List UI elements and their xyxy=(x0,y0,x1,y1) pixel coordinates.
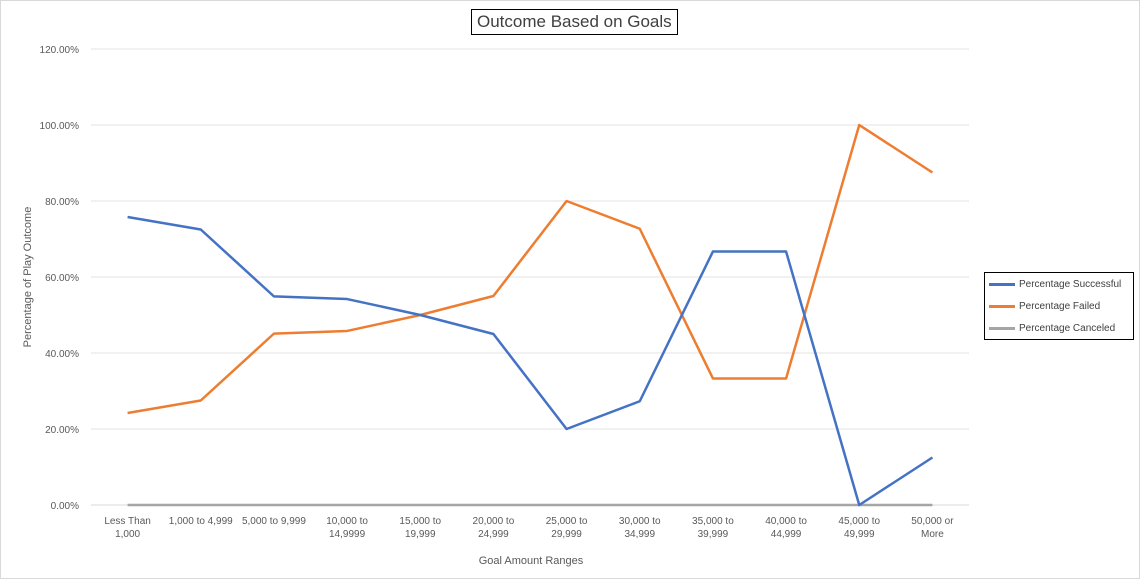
legend-item: Percentage Successful xyxy=(989,277,1121,291)
y-tick-label: 0.00% xyxy=(51,501,79,512)
legend-label: Percentage Failed xyxy=(1019,300,1101,312)
y-tick-label: 100.00% xyxy=(40,121,80,132)
y-tick-label: 20.00% xyxy=(45,425,79,436)
x-tick-label: 40,000 to 44,999 xyxy=(765,516,807,540)
x-tick-label: 15,000 to 19,999 xyxy=(399,516,441,540)
y-tick-label: 80.00% xyxy=(45,197,79,208)
x-tick-label: 30,000 to 34,999 xyxy=(619,516,661,540)
legend: Percentage Successful Percentage Failed Pe… xyxy=(984,272,1134,340)
x-tick-label: Less Than 1,000 xyxy=(104,516,151,540)
legend-item: Percentage Canceled xyxy=(989,321,1115,335)
y-tick-label: 60.00% xyxy=(45,273,79,284)
x-tick-label: 25,000 to 29,999 xyxy=(546,516,588,540)
series-line-percentage-successful xyxy=(127,215,934,507)
chart-title: Outcome Based on Goals xyxy=(471,9,678,35)
y-tick-label: 120.00% xyxy=(40,45,80,56)
y-tick-label: 40.00% xyxy=(45,349,79,360)
x-axis-title: Goal Amount Ranges xyxy=(478,555,584,567)
legend-label: Percentage Successful xyxy=(1019,278,1122,290)
legend-swatch xyxy=(989,304,1015,308)
x-tick-label: 10,000 to 14,9999 xyxy=(326,516,368,540)
legend-swatch xyxy=(989,326,1015,330)
series-line-percentage-failed xyxy=(127,123,934,415)
legend-swatch xyxy=(989,282,1015,286)
x-tick-label: 45,000 to 49,999 xyxy=(838,516,880,540)
legend-item: Percentage Failed xyxy=(989,299,1100,313)
x-tick-label: 50,000 or More xyxy=(911,516,954,540)
x-tick-label: 1,000 to 4,999 xyxy=(169,516,233,527)
x-tick-label: 5,000 to 9,999 xyxy=(242,516,306,527)
legend-label: Percentage Canceled xyxy=(1019,322,1116,334)
x-tick-label: 35,000 to 39,999 xyxy=(692,516,734,540)
x-tick-label: 20,000 to 24,999 xyxy=(473,516,515,540)
